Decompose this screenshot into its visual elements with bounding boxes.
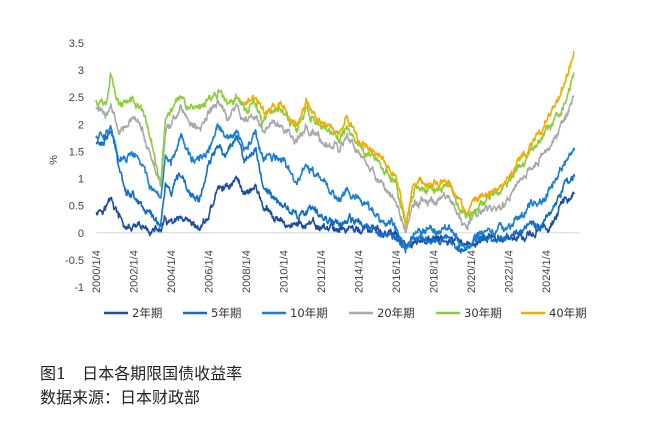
x-tick-label: 2020/1/4	[466, 250, 478, 293]
data-source: 数据来源：日本财政部	[40, 388, 201, 407]
x-tick-label: 2002/1/4	[129, 250, 141, 293]
legend: 2年期 5年期 10年期 20年期 30年期 40年期	[104, 306, 587, 320]
x-tick-label: 2010/1/4	[279, 250, 291, 293]
y-tick-label: 1.5	[69, 146, 84, 158]
y-tick-label: -0.5	[65, 255, 84, 267]
y-tick-label: 3	[78, 65, 84, 77]
y-tick-label: 1	[78, 174, 84, 186]
x-tick-label: 2018/1/4	[429, 250, 441, 293]
legend-label: 30年期	[464, 306, 502, 320]
legend-label: 5年期	[211, 306, 241, 320]
legend-label: 10年期	[290, 306, 328, 320]
x-tick-label: 2024/1/4	[541, 250, 553, 293]
x-tick-label: 2016/1/4	[391, 250, 403, 293]
x-tick-label: 2006/1/4	[204, 250, 216, 293]
y-tick-label: 3.5	[69, 38, 84, 50]
x-tick-label: 2000/1/4	[91, 250, 103, 293]
x-tick-label: 2014/1/4	[354, 250, 366, 293]
y-axis-labels: 3.5 3 2.5 2 1.5 1 0.5 0 -0.5 -1	[65, 38, 84, 294]
legend-label: 20年期	[377, 306, 415, 320]
series-lines	[95, 50, 576, 254]
y-axis-label: %	[48, 155, 60, 165]
y-tick-label: 2.5	[69, 92, 84, 104]
y-tick-label: 2	[78, 119, 84, 131]
y-tick-label: -1	[74, 282, 84, 294]
line-chart: 3.5 3 2.5 2 1.5 1 0.5 0 -0.5 -1 % 2000/1/4 2002/1/…	[48, 38, 587, 320]
x-tick-label: 2008/1/4	[241, 250, 253, 293]
series-line	[95, 130, 576, 254]
series-line	[95, 123, 576, 254]
x-tick-label: 2012/1/4	[316, 250, 328, 293]
series-line	[243, 50, 575, 226]
x-axis-labels: 2000/1/4 2002/1/4 2004/1/4 2006/1/4 2008/1/4…	[91, 250, 553, 293]
figure-caption: 图1 日本各期限国债收益率	[40, 364, 243, 383]
x-tick-label: 2022/1/4	[504, 250, 516, 293]
series-line	[95, 95, 575, 234]
y-tick-label: 0	[78, 228, 84, 240]
x-tick-label: 2004/1/4	[166, 250, 178, 293]
y-tick-label: 0.5	[69, 201, 84, 213]
legend-label: 40年期	[549, 306, 587, 320]
legend-label: 2年期	[132, 306, 162, 320]
